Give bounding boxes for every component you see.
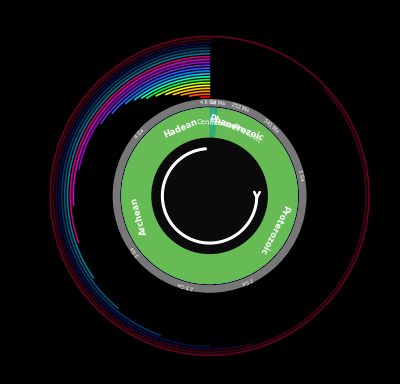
Wedge shape (121, 108, 298, 284)
Wedge shape (113, 99, 306, 293)
Text: Mesozoic: Mesozoic (209, 118, 242, 131)
Text: Hadean: Hadean (162, 118, 199, 140)
Text: 541 Ma: 541 Ma (263, 118, 280, 134)
Text: 2.5 Ga: 2.5 Ga (177, 281, 194, 290)
Text: Archean: Archean (130, 195, 149, 235)
Text: Phanerozoic: Phanerozoic (207, 113, 265, 142)
Text: 1 Ga: 1 Ga (297, 170, 304, 182)
Circle shape (152, 138, 267, 253)
Text: 3 Ga: 3 Ga (130, 245, 140, 258)
Wedge shape (121, 108, 269, 281)
Text: 66 Ma: 66 Ma (210, 100, 225, 106)
Text: Cenozoic: Cenozoic (197, 119, 229, 127)
Text: 2 Ga: 2 Ga (242, 276, 254, 285)
Text: 4 Ga: 4 Ga (134, 128, 146, 140)
Text: Proterozoic: Proterozoic (258, 203, 291, 256)
Wedge shape (145, 108, 298, 284)
Text: 4.6 Ga: 4.6 Ga (200, 100, 216, 105)
Text: Paleozoic: Paleozoic (232, 122, 263, 144)
Wedge shape (121, 108, 298, 284)
Text: 252 Ma: 252 Ma (231, 103, 250, 113)
Wedge shape (121, 108, 298, 284)
Wedge shape (121, 108, 298, 284)
Wedge shape (121, 108, 298, 284)
